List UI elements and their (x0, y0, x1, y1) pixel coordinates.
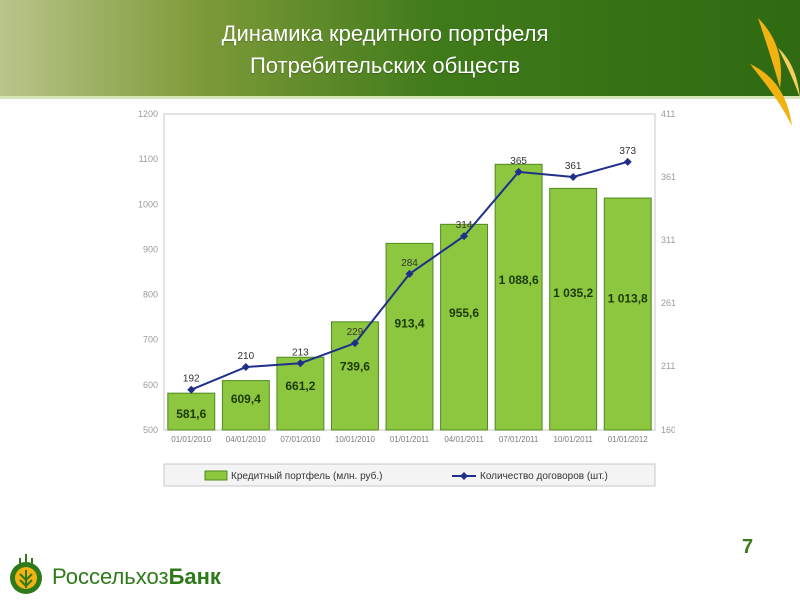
line-value-label: 314 (456, 220, 473, 231)
x-tick-label: 01/01/2010 (171, 435, 212, 444)
bar (494, 163, 543, 431)
line-value-label: 365 (510, 156, 527, 167)
bar (221, 380, 270, 431)
x-tick-label: 04/01/2011 (444, 435, 484, 444)
line-point (296, 359, 305, 368)
x-tick-label: 07/01/2011 (499, 435, 539, 444)
y-right-tick-label: 311 (661, 235, 675, 245)
chart-svg: 500 600 700 800 900 1000 1100 1200 160 211 261 311 3… (138, 109, 676, 487)
x-tick-label: 10/01/2011 (553, 435, 593, 444)
x-tick-label: 01/01/2011 (390, 435, 430, 444)
y-left-tick-label: 600 (143, 380, 158, 390)
header-divider (0, 96, 800, 99)
bar-value-label: 1 013,8 (608, 291, 648, 305)
line-value-label: 192 (183, 374, 200, 385)
wheat-ear-icon (750, 18, 800, 126)
legend-bar-label: Кредитный портфель (млн. руб.) (231, 470, 383, 482)
legend-bar-swatch (204, 470, 228, 481)
line-value-label: 210 (237, 351, 254, 362)
y-right-tick-label: 261 (661, 298, 675, 308)
x-tick-label: 04/01/2010 (226, 435, 267, 444)
y-left-tick-label: 800 (143, 290, 158, 300)
bar-value-label: 609,4 (231, 392, 261, 406)
line-value-label: 361 (565, 161, 582, 172)
bank-emblem-icon (10, 554, 42, 594)
line-point (350, 339, 359, 348)
line-point (514, 167, 523, 176)
legend-box (163, 463, 656, 487)
y-left-tick-label: 1000 (138, 199, 158, 209)
line-value-label: 284 (401, 258, 418, 269)
y-right-tick-label: 411 (661, 109, 675, 119)
x-tick-label: 01/01/2012 (608, 435, 649, 444)
bar-value-label: 955,6 (449, 306, 479, 320)
x-tick-label: 10/01/2010 (335, 435, 376, 444)
line-value-label: 373 (619, 146, 636, 157)
bank-name-part2: Банк (168, 564, 221, 589)
x-tick-label: 07/01/2010 (280, 435, 321, 444)
bar-value-label: 1 035,2 (553, 286, 593, 300)
bar (276, 356, 325, 431)
y-left-tick-label: 1200 (138, 109, 158, 119)
bar-value-label: 661,2 (285, 379, 315, 393)
line-value-label: 229 (347, 327, 364, 338)
y-left-tick-label: 500 (143, 425, 158, 435)
line-point (241, 363, 250, 372)
bar (330, 321, 379, 431)
line-value-label: 213 (292, 347, 309, 358)
title-line-1: Динамика кредитного портфеля (221, 21, 549, 46)
page-title: Динамика кредитного портфеля Потребитель… (150, 18, 620, 82)
legend-line-label: Количество договоров (шт.) (480, 471, 608, 482)
bar (603, 197, 652, 431)
y-left-tick-label: 700 (143, 335, 158, 345)
y-right-tick-label: 160 (661, 425, 675, 435)
bar-value-label: 581,6 (176, 407, 206, 421)
y-right-tick-label: 361 (661, 172, 675, 182)
y-left-tick-label: 1100 (139, 154, 158, 164)
page-number: 7 (742, 536, 754, 558)
header-banner (0, 0, 800, 96)
line-point (623, 157, 632, 166)
line-point (569, 172, 578, 181)
bar-value-label: 913,4 (394, 316, 424, 330)
line-point (405, 269, 414, 278)
bar (440, 223, 489, 431)
bar-value-label: 739,6 (340, 360, 370, 374)
title-line-2: Потребительских обществ (249, 53, 521, 78)
y-right-tick-label: 211 (661, 361, 675, 371)
bar-value-label: 1 088,6 (499, 273, 539, 287)
line-point (187, 385, 196, 394)
chart-area: 500 600 700 800 900 1000 1100 1200 160 211 261 311 3… (130, 106, 676, 498)
y-left-tick-label: 900 (143, 244, 158, 254)
bank-logo: РоссельхозБанк (6, 552, 246, 596)
legend-line-marker (460, 472, 468, 480)
bar (549, 187, 598, 431)
line-point (460, 232, 469, 241)
bank-name-part1: Россельхоз (52, 564, 169, 589)
bank-name: РоссельхозБанк (52, 564, 221, 590)
